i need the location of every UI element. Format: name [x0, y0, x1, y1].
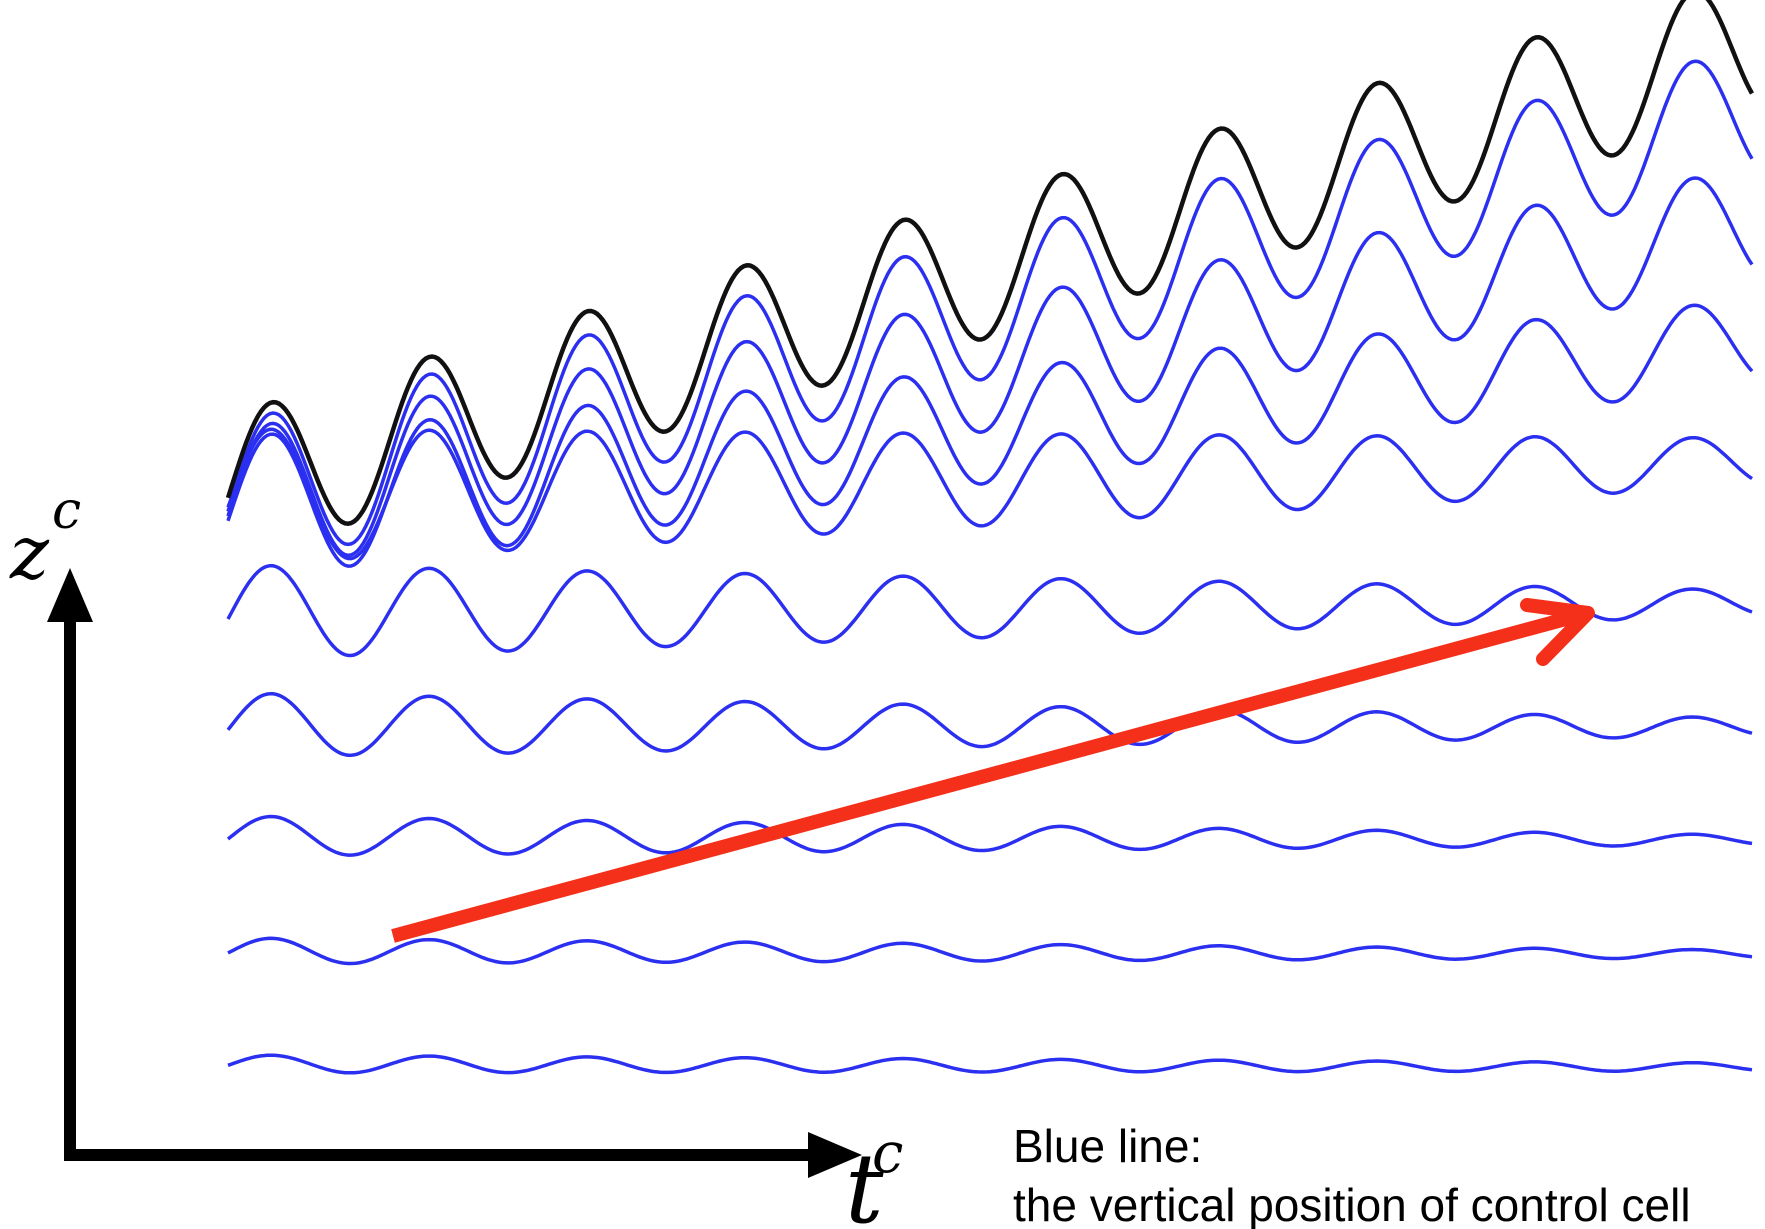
x-axis-label: t c	[845, 1121, 903, 1229]
y-axis-label-main: z	[9, 510, 50, 596]
blue-wave-1	[227, 1053, 1753, 1075]
blue-wave-8	[226, 176, 1754, 558]
x-axis-arrowhead	[808, 1132, 862, 1178]
blue-wave-2	[227, 936, 1753, 966]
blue-wave-7	[226, 303, 1754, 568]
y-axis-label: z c	[9, 481, 81, 596]
x-axis-label-superscript: c	[872, 1121, 903, 1186]
black-wave	[225, 0, 1754, 526]
blue-wave-3	[226, 814, 1753, 857]
y-axis-arrowhead	[47, 568, 93, 622]
blue-wave-4	[226, 691, 1753, 758]
caption-line-1: Blue line:	[1013, 1120, 1202, 1172]
black-wave-group	[225, 0, 1754, 526]
caption-line-2: the vertical position of control cell	[1013, 1179, 1691, 1229]
blue-wave-6	[226, 427, 1753, 561]
red-trend-arrow	[391, 598, 1595, 943]
red-arrow-shaft	[391, 606, 1590, 943]
caption: Blue line: the vertical position of cont…	[1013, 1120, 1691, 1229]
blue-wave-lines	[226, 59, 1754, 1075]
x-axis-label-main: t	[845, 1133, 884, 1229]
axes	[47, 568, 862, 1178]
red-arrow-head	[1520, 598, 1595, 666]
blue-wave-9	[226, 59, 1754, 547]
blue-wave-5	[226, 563, 1753, 658]
y-axis-label-superscript: c	[52, 481, 81, 541]
